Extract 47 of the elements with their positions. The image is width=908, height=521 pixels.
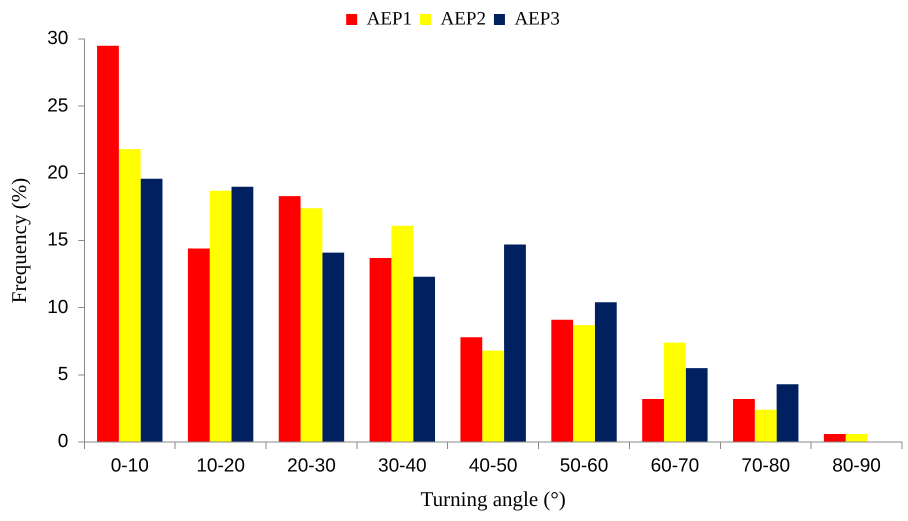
- bar: [686, 368, 708, 442]
- bar: [664, 342, 686, 442]
- legend-label: AEP3: [514, 8, 560, 30]
- bar: [300, 208, 322, 442]
- bar: [413, 276, 436, 442]
- bar: [322, 252, 344, 442]
- y-tick-label: 15: [47, 230, 68, 251]
- legend-label: AEP1: [366, 8, 412, 30]
- bar: [391, 226, 414, 442]
- y-tick-label: 0: [58, 431, 68, 452]
- x-tick-label: 40-50: [468, 456, 518, 477]
- bar: [482, 350, 504, 442]
- y-tick-label: 5: [58, 364, 68, 386]
- bar: [733, 399, 755, 442]
- bar: [846, 434, 868, 442]
- bar: [118, 149, 141, 442]
- bar: [504, 244, 526, 442]
- x-tick-label: 50-60: [560, 456, 608, 477]
- x-tick-label: 20-30: [287, 456, 336, 477]
- bar: [210, 190, 232, 442]
- bar: [188, 248, 210, 442]
- y-axis-title: Frequency (%): [7, 178, 32, 304]
- x-tick-label: 70-80: [741, 456, 790, 477]
- bar: [594, 302, 617, 442]
- y-tick-label: 10: [47, 296, 68, 318]
- bar: [370, 258, 392, 442]
- bar: [460, 337, 482, 442]
- y-tick-label: 20: [47, 162, 68, 184]
- y-tick-label: 25: [47, 95, 68, 116]
- x-tick-label: 10-20: [196, 456, 245, 477]
- x-tick-label: 30-40: [378, 456, 427, 477]
- bar: [754, 410, 777, 442]
- bar: [232, 186, 254, 442]
- bar: [551, 320, 574, 442]
- y-tick-label: 30: [47, 28, 68, 50]
- bar: [97, 46, 119, 442]
- x-tick-label: 60-70: [650, 456, 700, 477]
- bar: [776, 384, 798, 442]
- bar: [824, 434, 846, 442]
- x-tick-label: 0-10: [110, 456, 149, 477]
- x-axis-title: Turning angle (°): [420, 486, 566, 511]
- bar: [140, 178, 162, 442]
- bar: [278, 196, 301, 442]
- bar: [642, 399, 664, 442]
- legend-label: AEP2: [440, 8, 486, 30]
- bar: [573, 325, 595, 442]
- x-tick-label: 80-90: [832, 456, 881, 477]
